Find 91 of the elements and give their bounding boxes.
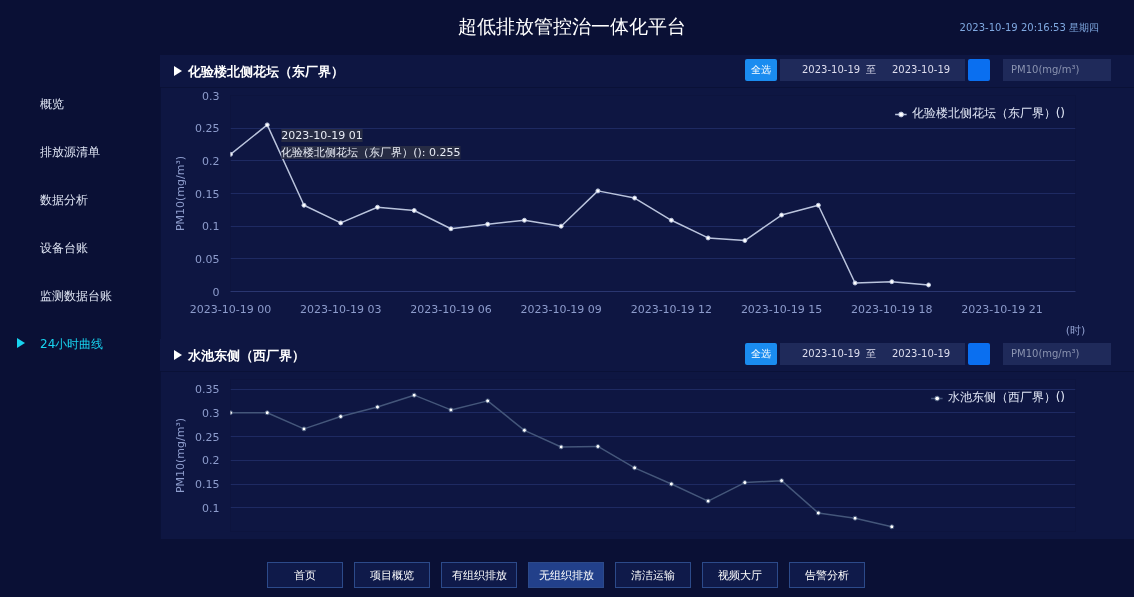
point (668, 481, 674, 487)
point (374, 404, 380, 410)
y-tick-label: 0.2 (202, 454, 220, 468)
y-tick-label: 0.3 (202, 406, 220, 420)
text: 2023-10-19 (802, 347, 861, 361)
text: 排放源清单 (39, 144, 101, 161)
x-tick-label: 2023-10-19 09 (520, 302, 602, 316)
x-tick-label: 2023-10-19 00 (189, 302, 272, 316)
chart-title: 水池东侧（西厂界） (187, 347, 305, 365)
text: 至 (866, 347, 876, 361)
y-tick-label: 0.25 (195, 430, 220, 444)
text: 超低排放管控治一体化平台 (458, 15, 686, 37)
text: 2023-10-19 (892, 63, 951, 77)
point (301, 426, 307, 432)
text: 2023-10-19 (802, 63, 861, 77)
point (705, 498, 711, 504)
x-tick-label: 2023-10-19 12 (630, 302, 713, 316)
text: 告警分析 (789, 562, 865, 588)
point (374, 204, 380, 210)
text: 监测数据台账 (39, 288, 113, 305)
point (926, 282, 932, 288)
point (595, 443, 601, 449)
point (264, 122, 270, 128)
y-axis-title: PM10(mg/m³) (174, 155, 188, 232)
y-tick-label: 0 (212, 285, 220, 299)
text: 首页 (267, 562, 343, 588)
point (558, 223, 564, 229)
text: 全选 (745, 59, 777, 81)
text: 有组织排放 (441, 562, 517, 588)
text: 全选 (745, 343, 777, 365)
text: 项目概览 (354, 562, 430, 588)
point (264, 410, 270, 416)
point (448, 226, 454, 232)
point (485, 221, 491, 227)
point (742, 480, 748, 486)
text: 2023-10-19 (892, 347, 951, 361)
point (485, 398, 491, 404)
x-tick-label: 2023-10-19 03 (300, 302, 382, 316)
point (779, 478, 785, 484)
point (558, 444, 564, 450)
text: PM10(mg/m³) (1003, 59, 1111, 81)
text: 数据分析 (39, 192, 89, 209)
x-tick-label: 2023-10-19 18 (851, 302, 933, 316)
point (632, 465, 638, 471)
text: 设备台账 (39, 240, 89, 257)
text: PM10(mg/m³) (1003, 343, 1111, 365)
chart-title: 化验楼北侧花坛（东厂界） (187, 63, 344, 81)
y-tick-label: 0.1 (202, 220, 220, 234)
text: 24小时曲线 (39, 336, 105, 353)
point (338, 220, 344, 226)
y-tick-label: 0.3 (202, 89, 220, 103)
x-axis-title: (时) (1065, 323, 1086, 337)
point (521, 427, 527, 433)
text: 视频大厅 (702, 562, 778, 588)
point (889, 279, 895, 285)
point (521, 217, 527, 223)
point (852, 280, 858, 286)
point (742, 238, 748, 244)
x-tick-label: 2023-10-19 06 (410, 302, 492, 316)
y-axis-title: PM10(mg/m³) (174, 417, 188, 494)
legend-label: 化验楼北侧花坛（东厂界）() (911, 105, 1065, 122)
point (632, 195, 638, 201)
point (411, 207, 417, 213)
point (338, 414, 344, 420)
text: 至 (866, 63, 876, 77)
point (448, 407, 454, 413)
annotation: 2023-10-19 01 化验楼北侧花坛（东厂界）(): 0.255 (281, 128, 461, 159)
point (595, 188, 601, 194)
point (852, 515, 858, 521)
point (668, 217, 674, 223)
legend-label: 水池东侧（西厂界）() (947, 389, 1065, 406)
y-tick-label: 0.15 (195, 187, 220, 201)
point (815, 510, 821, 516)
y-tick-label: 0.1 (202, 501, 220, 515)
point (815, 202, 821, 208)
y-tick-label: 0.35 (195, 383, 220, 396)
point (889, 524, 895, 530)
y-tick-label: 0.05 (195, 252, 220, 266)
text: 无组织排放 (528, 562, 604, 588)
text: 概览 (39, 96, 65, 113)
text: 2023-10-19 20:16:53 星期四 (959, 21, 1099, 35)
point (779, 212, 785, 218)
point (411, 392, 417, 398)
text: 清洁运输 (615, 562, 691, 588)
y-tick-label: 0.15 (195, 478, 220, 491)
point (301, 202, 307, 208)
x-tick-label: 2023-10-19 15 (740, 302, 823, 316)
y-tick-label: 0.2 (202, 154, 220, 168)
point (705, 235, 711, 241)
y-tick-label: 0.25 (195, 122, 220, 136)
x-tick-label: 2023-10-19 21 (961, 302, 1043, 316)
